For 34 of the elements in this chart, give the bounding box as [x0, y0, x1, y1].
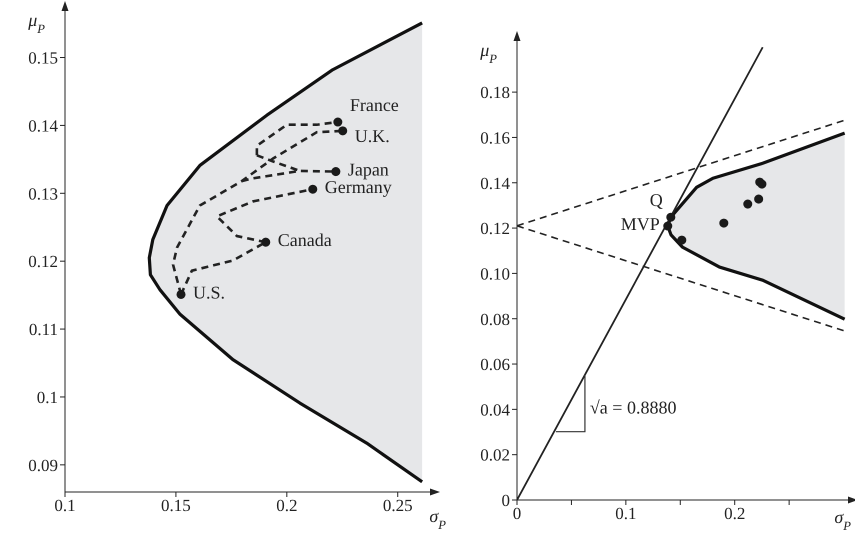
y-tick-label: 0.16	[480, 128, 510, 148]
annotation: U.K.	[354, 126, 390, 146]
annotation: √a = 0.8880	[590, 398, 676, 418]
x-axis-title: σ$_{P}$	[429, 506, 446, 532]
y-tick-label: 0.10	[480, 264, 510, 284]
x-tick-label: 0.25	[382, 496, 413, 516]
y-tick-label: 0.02	[480, 446, 510, 465]
annotation: MVP	[620, 214, 660, 234]
y-tick-label: 0.14	[28, 116, 58, 136]
x-tick-label: 0.1	[615, 504, 636, 524]
x-tick-label: 0.1	[54, 496, 76, 516]
y-tick-label: 0.12	[28, 252, 58, 272]
annotation: Japan	[348, 160, 389, 180]
y-tick-label: 0.18	[480, 83, 510, 102]
y-axis-title: μ$_{P}$	[479, 40, 498, 66]
y-tick-label: 0.04	[480, 400, 510, 420]
y-tick-label: 0.1	[36, 388, 58, 407]
x-axis-title: σ$_{P}$	[834, 507, 852, 533]
y-tick-label: 0.13	[28, 184, 58, 204]
y-tick-label: 0.06	[480, 355, 510, 374]
x-tick-label: 0.2	[276, 496, 298, 516]
annotation: France	[350, 95, 399, 116]
y-axis-title: μ$_{P}$	[27, 10, 46, 36]
y-tick-label: 0.08	[480, 310, 510, 329]
y-tick-label: 0.11	[28, 320, 58, 340]
annotation: Canada	[278, 230, 332, 250]
x-tick-label: 0.15	[161, 496, 191, 516]
y-tick-label: 0.09	[28, 456, 58, 475]
annotation: Q	[650, 190, 663, 210]
y-tick-label: 0.14	[480, 174, 510, 193]
y-tick-label: 0.12	[480, 219, 510, 238]
x-tick-label: 0.2	[724, 504, 746, 524]
y-tick-label: 0.15	[28, 48, 58, 68]
annotation: U.S.	[193, 282, 226, 303]
